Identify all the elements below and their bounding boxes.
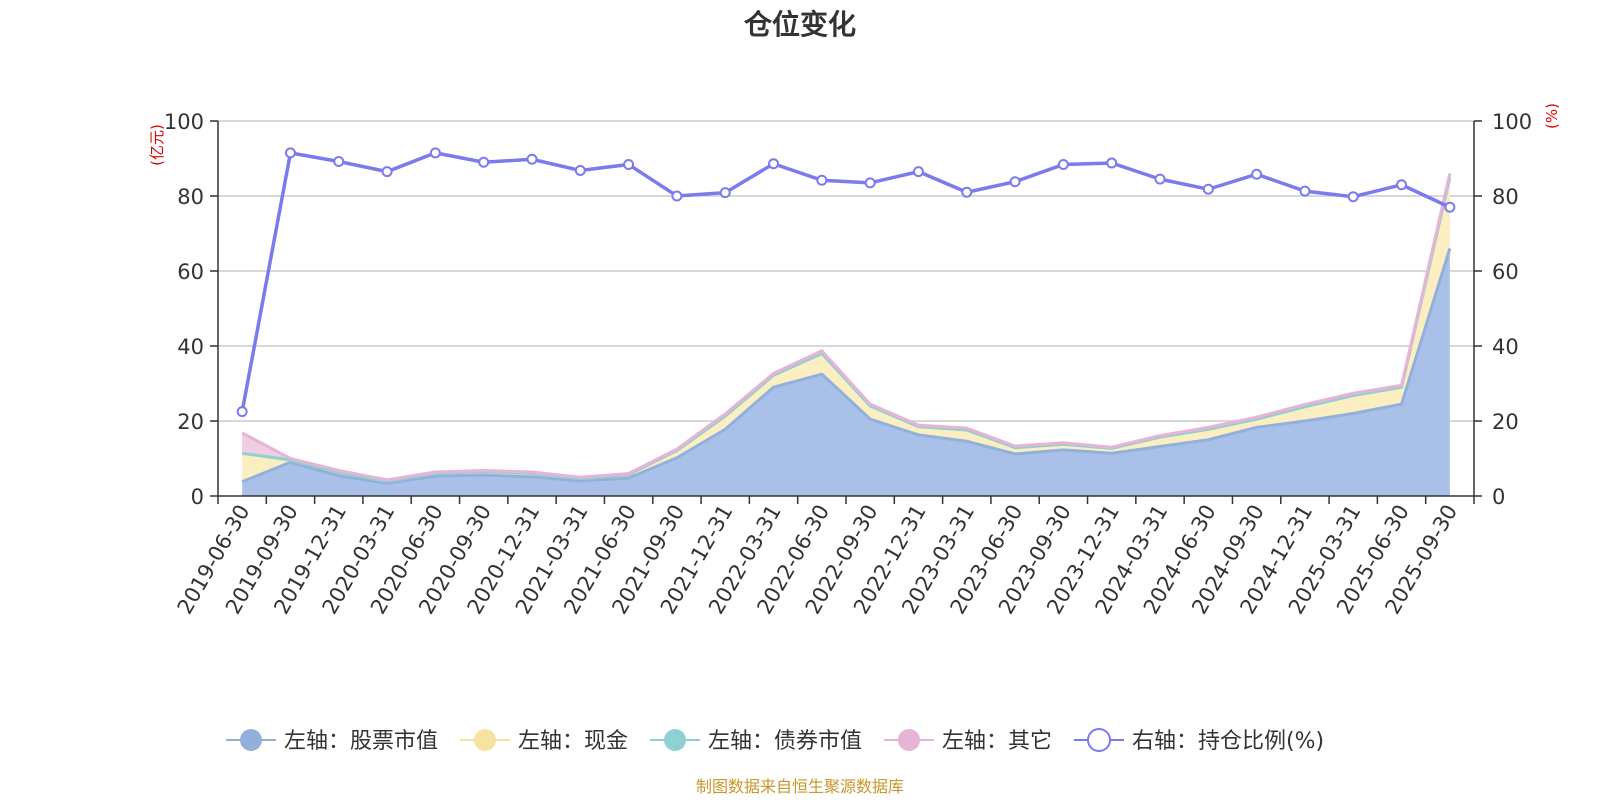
right-tick-label: 100	[1492, 110, 1532, 134]
legend-item: 左轴：股票市值	[226, 729, 438, 754]
area-edge-左轴：股票市值	[241, 248, 1452, 485]
right-tick-label: 20	[1492, 410, 1519, 434]
ratio-point	[1009, 176, 1021, 188]
ratio-point	[1202, 183, 1214, 195]
legend-marker	[664, 729, 686, 751]
legend-label: 右轴：持仓比例(%)	[1132, 729, 1324, 754]
ratio-point	[526, 153, 538, 165]
ratio-point	[671, 190, 683, 202]
legend-item: 右轴：持仓比例(%)	[1074, 728, 1324, 754]
left-tick-label: 60	[177, 260, 204, 284]
ratio-point	[1106, 157, 1118, 169]
ratio-point	[1251, 168, 1263, 180]
ratio-line	[236, 147, 1456, 418]
source-note: 制图数据来自恒生聚源数据库	[696, 777, 904, 796]
ratio-point	[768, 158, 780, 170]
right-axis-unit: (%)	[1543, 103, 1561, 129]
ratio-point	[284, 147, 296, 159]
area-edge-左轴：其它	[241, 173, 1452, 482]
ratio-point	[1444, 201, 1456, 213]
left-axis-unit: (亿元)	[148, 124, 166, 166]
left-tick-label: 40	[177, 335, 204, 359]
legend-label: 左轴：债券市值	[708, 729, 862, 754]
ratio-point	[333, 156, 345, 167]
right-tick-label: 80	[1492, 185, 1519, 209]
ratio-point	[623, 159, 635, 170]
ratio-point	[864, 177, 876, 189]
legend-marker	[474, 729, 496, 751]
left-tick-label: 20	[177, 410, 204, 434]
legend-marker	[240, 729, 262, 751]
ratio-point	[1057, 159, 1069, 170]
ratio-point	[236, 406, 248, 418]
stacked-areas	[241, 173, 1452, 496]
legend-marker	[898, 729, 920, 751]
legend-label: 左轴：现金	[518, 729, 628, 754]
legend-marker	[1087, 728, 1111, 752]
legend-item: 左轴：债券市值	[650, 729, 862, 754]
ratio-point	[1299, 185, 1311, 197]
ratio-point	[1396, 179, 1408, 191]
right-tick-label: 40	[1492, 335, 1519, 359]
ratio-point	[429, 147, 441, 159]
ratio-point	[1154, 173, 1166, 185]
ratio-point	[719, 187, 731, 199]
legend-label: 左轴：其它	[942, 729, 1052, 754]
chart-title: 仓位变化	[744, 8, 856, 41]
area-左轴：股票市值	[242, 248, 1450, 496]
ratio-point	[1347, 191, 1359, 203]
right-tick-label: 60	[1492, 260, 1519, 284]
left-tick-label: 100	[164, 110, 204, 134]
ratio-point	[574, 165, 586, 176]
axes: 0204060801000204060801002019-06-302019-0…	[164, 110, 1532, 618]
ratio-point	[912, 166, 924, 178]
ratio-point	[478, 156, 490, 168]
left-tick-label: 80	[177, 185, 204, 209]
legend-label: 左轴：股票市值	[284, 729, 438, 754]
ratio-point	[961, 186, 973, 198]
ratio-point	[381, 166, 393, 178]
ratio-point	[816, 174, 828, 186]
legend-item: 左轴：其它	[884, 729, 1052, 754]
legend-item: 左轴：现金	[460, 729, 628, 754]
ratio-line-path	[240, 150, 1451, 412]
left-tick-label: 0	[191, 485, 204, 509]
legend: 左轴：股票市值 左轴：现金 左轴：债券市值 左轴：其它 右轴：持仓比例(%)	[226, 728, 1324, 754]
right-tick-label: 0	[1492, 485, 1505, 509]
